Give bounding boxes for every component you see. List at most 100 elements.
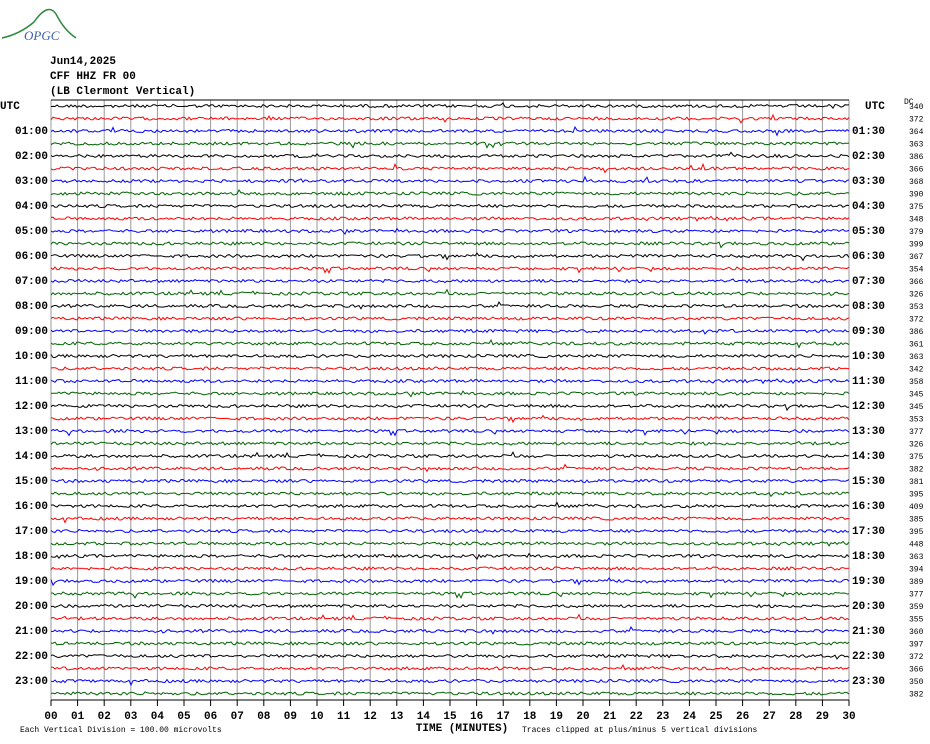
half-hour-label: 10:30 [852,351,885,363]
hour-label: 20:00 [15,601,48,613]
dc-value: 399 [909,241,924,250]
hour-label: 22:00 [15,651,48,663]
trace [50,241,850,249]
dc-value: 361 [909,341,924,350]
trace [50,664,850,671]
x-tick-label: 18 [523,711,537,723]
x-tick-label: 16 [470,711,483,723]
dc-value: 345 [909,403,924,412]
half-hour-label: 04:30 [852,201,885,213]
half-hour-label: 12:30 [852,401,885,413]
dc-value: 372 [909,116,924,125]
trace [50,288,850,297]
trace [50,403,849,412]
half-hour-label: 23:30 [852,676,885,688]
logo: OPGC [24,28,60,43]
dc-value: 397 [909,641,924,650]
dc-value: 377 [909,591,924,600]
half-hour-label: 06:30 [852,251,885,263]
trace [50,102,850,109]
trace [50,613,850,621]
dc-value: 382 [909,691,924,700]
x-tick-label: 03 [124,711,138,723]
trace [50,125,850,137]
hour-label: 09:00 [15,326,48,338]
half-hour-label: 03:30 [852,176,885,188]
trace [50,189,850,196]
half-hour-label: 09:30 [852,326,885,338]
trace [50,691,850,696]
x-tick-label: 02 [98,711,111,723]
dc-value: 395 [909,491,924,500]
trace [50,227,850,236]
trace [50,516,850,524]
dc-value: 340 [909,103,924,112]
hour-label: 06:00 [15,251,48,263]
x-tick-label: 10 [310,711,323,723]
dc-value: 368 [909,178,924,187]
dc-value: 448 [909,541,924,550]
x-tick-label: 07 [231,711,244,723]
station: CFF HHZ FR 00 [50,71,136,83]
dc-value: 353 [909,303,924,312]
x-tick-label: 19 [550,711,563,723]
trace [50,478,850,484]
dc-value: 372 [909,653,924,662]
dc-value: 375 [909,203,924,212]
half-hour-label: 20:30 [852,601,885,613]
trace [50,528,850,534]
hour-label: 08:00 [15,301,48,313]
dc-value: 364 [909,128,924,137]
trace [50,501,850,509]
hour-label: 10:00 [15,351,48,363]
hour-label: 16:00 [15,501,48,513]
half-hour-label: 16:30 [852,501,885,513]
hour-label: 15:00 [15,476,48,488]
hour-label: 13:00 [15,426,48,438]
dc-value: 342 [909,366,924,375]
dc-value: 350 [909,678,924,687]
hour-label: 03:00 [15,176,48,188]
dc-value: 359 [909,603,924,612]
half-hour-label: 17:30 [852,526,885,538]
dc-value: 363 [909,141,924,150]
x-tick-label: 09 [284,711,297,723]
x-tick-label: 25 [709,711,723,723]
x-tick-label: 22 [630,711,643,723]
x-tick-label: 12 [364,711,377,723]
x-tick-label: 05 [177,711,191,723]
dc-value: 409 [909,503,924,512]
x-tick-label: 26 [736,711,749,723]
hour-label: 17:00 [15,526,48,538]
dc-value: 366 [909,166,924,175]
trace [50,175,850,184]
left-label: UTC [0,101,20,113]
logo-curve [1,8,77,39]
dc-value: 360 [909,628,924,637]
dc-value: 355 [909,616,924,625]
hour-label: 14:00 [15,451,48,463]
dc-value: 395 [909,528,924,537]
trace [50,366,850,371]
hour-label: 07:00 [15,276,48,288]
trace [50,266,850,274]
dc-value: 345 [909,391,924,400]
dc-value: 363 [909,353,924,362]
dc-value: 394 [909,566,924,575]
dc-value: 326 [909,291,924,300]
x-tick-label: 08 [257,711,271,723]
dc-value: 367 [909,253,924,262]
half-hour-label: 02:30 [852,151,885,163]
trace [50,678,850,687]
dc-value: 353 [909,416,924,425]
half-hour-label: 15:30 [852,476,885,488]
dc-value: 375 [909,453,924,462]
x-tick-label: 23 [656,711,670,723]
half-hour-label: 11:30 [852,376,885,388]
dc-value: 379 [909,228,924,237]
half-hour-label: 08:30 [852,301,885,313]
clip-note: Traces clipped at plus/minus 5 vertical … [522,726,757,735]
trace [50,603,850,609]
hour-label: 05:00 [15,226,48,238]
